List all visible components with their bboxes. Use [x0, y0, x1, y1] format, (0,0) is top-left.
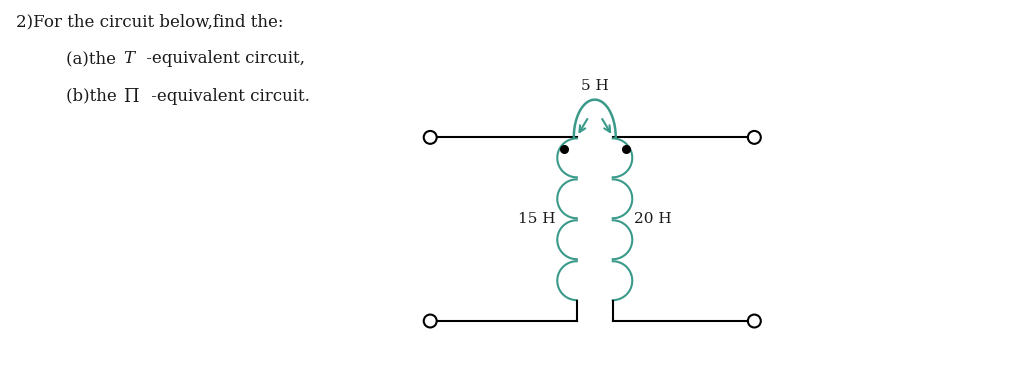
Text: 5 H: 5 H: [581, 79, 609, 93]
Text: 20 H: 20 H: [634, 212, 671, 226]
Text: -equivalent circuit,: -equivalent circuit,: [141, 50, 305, 67]
Text: -equivalent circuit.: -equivalent circuit.: [146, 88, 309, 105]
Text: Π: Π: [124, 88, 139, 106]
Text: (a)the: (a)the: [66, 50, 121, 67]
Text: 15 H: 15 H: [519, 212, 555, 226]
Text: 2)For the circuit below,find the:: 2)For the circuit below,find the:: [16, 13, 284, 30]
Text: (b)the: (b)the: [66, 88, 123, 105]
Text: T: T: [124, 50, 134, 67]
